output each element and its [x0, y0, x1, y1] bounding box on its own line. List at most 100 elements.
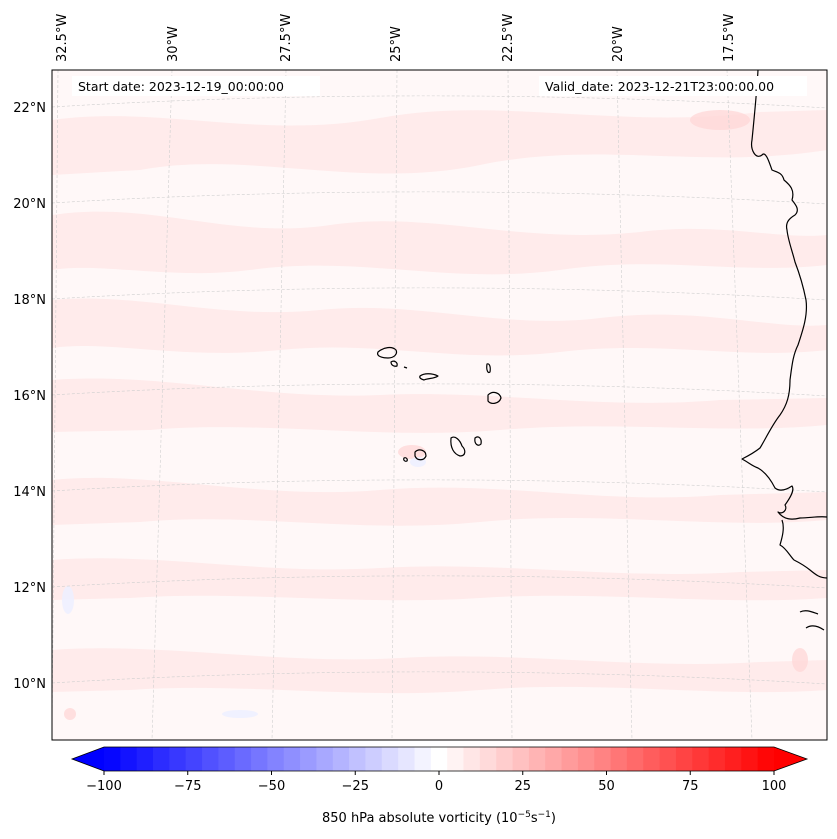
- colorbar: −100 −75 −50 −25 0 25 50 75 100 850 hPa absolute…: [70, 746, 809, 826]
- island-santiago: [450, 436, 466, 457]
- vorticity-field: [52, 110, 827, 694]
- vorticity-field-dots: [64, 110, 808, 720]
- colorbar-segment: [577, 747, 595, 771]
- gridlines: [52, 70, 827, 740]
- colorbar-title-end: ): [551, 811, 556, 826]
- valid-date-text: Valid_date: 2023-12-21T23:00:00.00: [545, 79, 774, 94]
- colorbar-segment: [594, 747, 612, 771]
- negative-vorticity-patches: [62, 457, 426, 718]
- colorbar-segment: [185, 747, 203, 771]
- colorbar-title-exp1: −5: [518, 810, 531, 820]
- lon-label: 32.5°W: [55, 14, 70, 62]
- colorbar-segment: [626, 747, 644, 771]
- colorbar-segment: [528, 747, 546, 771]
- island-sao-vicente: [390, 360, 398, 367]
- colorbar-segment: [398, 747, 416, 771]
- colorbar-segment: [463, 747, 481, 771]
- colorbar-segment: [757, 747, 775, 771]
- coastlines: [377, 70, 827, 631]
- colorbar-segment: [512, 747, 530, 771]
- colorbar-segment: [300, 747, 318, 771]
- colorbar-segment: [332, 747, 350, 771]
- colorbar-tick-label: −25: [342, 779, 369, 794]
- lat-label: 22°N: [13, 101, 46, 116]
- island-sao-nicolau: [419, 373, 439, 381]
- lat-label: 14°N: [13, 485, 46, 500]
- colorbar-segment: [659, 747, 677, 771]
- colorbar-segment: [479, 747, 497, 771]
- colorbar-segment: [316, 747, 334, 771]
- longitude-labels: 32.5°W 30°W 27.5°W 25°W 22.5°W 20°W 17.5…: [55, 14, 737, 62]
- colorbar-extend-low: [72, 747, 104, 771]
- lon-label: 20°W: [611, 26, 626, 62]
- colorbar-title: 850 hPa absolute vorticity (10−5s−1): [322, 810, 556, 826]
- colorbar-segment: [430, 747, 448, 771]
- start-date-text: Start date: 2023-12-19_00:00:00: [78, 79, 284, 94]
- colorbar-title-exp2: −1: [538, 810, 551, 820]
- colorbar-segment: [708, 747, 726, 771]
- island-brava: [403, 457, 408, 462]
- island-fogo: [414, 449, 427, 461]
- colorbar-tick-label: −75: [174, 779, 201, 794]
- start-date-box: [72, 76, 320, 96]
- colorbar-segment: [496, 747, 514, 771]
- colorbar-tick-label: 100: [762, 779, 787, 794]
- colorbar-segment: [120, 747, 138, 771]
- lat-label: 12°N: [13, 581, 46, 596]
- colorbar-segment: [545, 747, 563, 771]
- colorbar-tick-label: 25: [514, 779, 531, 794]
- colorbar-segment: [218, 747, 236, 771]
- colorbar-segment: [104, 747, 121, 771]
- colorbar-title-main: 850 hPa absolute vorticity (10: [322, 811, 518, 826]
- colorbar-segment: [675, 747, 693, 771]
- colorbar-tick-label: 75: [682, 779, 699, 794]
- colorbar-segment: [169, 747, 187, 771]
- colorbar-segment: [414, 747, 432, 771]
- colorbar-segment: [643, 747, 661, 771]
- island-santa-luzia: [403, 366, 408, 369]
- lat-label: 20°N: [13, 197, 46, 212]
- lon-label: 25°W: [389, 26, 404, 62]
- valid-date-box: [539, 76, 807, 96]
- colorbar-segment: [741, 747, 759, 771]
- colorbar-segment: [349, 747, 367, 771]
- lon-label: 17.5°W: [722, 14, 737, 62]
- lat-label: 18°N: [13, 293, 46, 308]
- colorbar-title-mid: s: [531, 811, 538, 826]
- colorbar-segment: [692, 747, 710, 771]
- map-panel: Start date: 2023-12-19_00:00:00 Valid_da…: [52, 70, 827, 740]
- colorbar-segment: [610, 747, 628, 771]
- latitude-labels: 22°N 20°N 18°N 16°N 14°N 12°N 10°N: [13, 101, 46, 692]
- colorbar-segment: [724, 747, 742, 771]
- map-frame: [51, 69, 828, 741]
- colorbar-segments: [104, 747, 775, 771]
- colorbar-ticks: −100 −75 −50 −25 0 25 50 75 100: [86, 771, 786, 794]
- lon-label: 30°W: [166, 26, 181, 62]
- colorbar-segment: [136, 747, 154, 771]
- colorbar-segment: [202, 747, 219, 771]
- colorbar-extend-high: [774, 747, 807, 771]
- lat-label: 16°N: [13, 389, 46, 404]
- colorbar-tick-label: 50: [598, 779, 615, 794]
- colorbar-segment: [561, 747, 579, 771]
- lon-label: 22.5°W: [501, 14, 516, 62]
- colorbar-segment: [267, 747, 285, 771]
- lat-label: 10°N: [13, 677, 46, 692]
- colorbar-segment: [381, 747, 399, 771]
- colorbar-tick-label: −100: [86, 779, 122, 794]
- colorbar-tick-label: 0: [435, 779, 443, 794]
- africa-coastline: [741, 70, 827, 631]
- colorbar-segment: [251, 747, 269, 771]
- colorbar-segment: [283, 747, 301, 771]
- island-santo-antao: [377, 346, 398, 359]
- island-boa-vista: [487, 391, 502, 404]
- colorbar-tick-label: −50: [258, 779, 285, 794]
- colorbar-segment: [153, 747, 170, 771]
- colorbar-segment: [365, 747, 383, 771]
- colorbar-segment: [447, 747, 465, 771]
- lon-label: 27.5°W: [279, 14, 294, 62]
- island-sal: [486, 363, 491, 374]
- island-maio: [474, 436, 482, 446]
- colorbar-segment: [234, 747, 252, 771]
